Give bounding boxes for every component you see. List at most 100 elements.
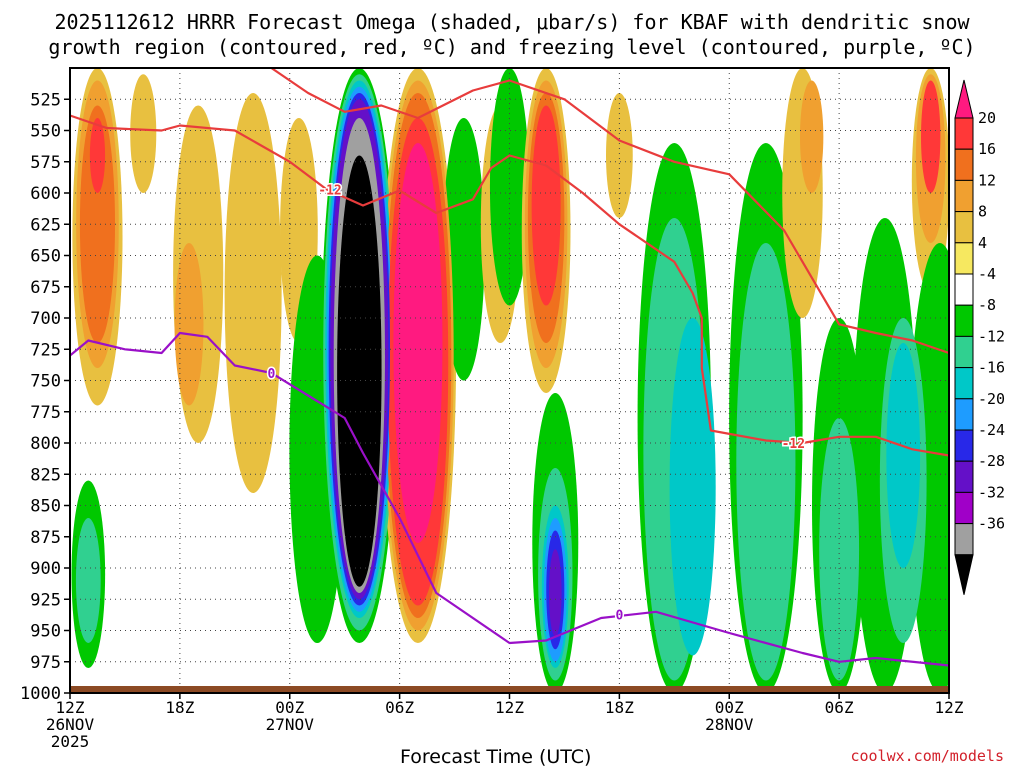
contour-label: 0: [615, 608, 623, 623]
contour-line: [70, 114, 949, 457]
omega-plume: [921, 80, 941, 193]
omega-shading: [71, 68, 949, 693]
omega-plume: [75, 518, 101, 643]
contour-line: [270, 68, 949, 355]
pressure-tick-label: 950: [30, 622, 61, 642]
pressure-tick-label: 1000: [20, 684, 61, 704]
colorbar-label: -32: [978, 483, 1005, 501]
time-tick-label: 2025: [51, 732, 90, 751]
colorbar-swatch: [954, 273, 974, 306]
omega-plume: [79, 105, 116, 343]
time-tick-label: 06Z: [385, 698, 414, 717]
omega-plume: [886, 343, 921, 568]
colorbar-swatch: [954, 179, 974, 213]
pressure-tick-label: 625: [30, 215, 61, 235]
pressure-tick-label: 725: [30, 340, 61, 360]
contour-labels: -12 -12 0 0: [266, 182, 807, 625]
pressure-tick-label: 975: [30, 653, 61, 673]
time-tick-label: 27NOV: [266, 715, 315, 734]
pressure-tick-label: 900: [30, 559, 61, 579]
grid-lines: [70, 68, 949, 693]
omega-plume: [736, 243, 796, 681]
pressure-tick-label: 850: [30, 497, 61, 517]
colorbar-swatch: [954, 117, 974, 150]
colorbar-label: -4: [978, 265, 996, 283]
omega-plume: [799, 80, 824, 193]
time-tick-label: 00Z: [275, 698, 304, 717]
colorbar-swatch: [954, 460, 974, 493]
omega-plume: [174, 243, 204, 406]
time-tick-label: 06Z: [825, 698, 854, 717]
time-tick-label: 12Z: [495, 698, 524, 717]
chart-title-line-2: growth region (contoured, red, ºC) and f…: [48, 35, 976, 59]
chart-title-line-1: 2025112612 HRRR Forecast Omega (shaded, …: [54, 10, 970, 34]
colorbar-swatch: [954, 398, 974, 431]
time-tick-label: 12Z: [56, 698, 85, 717]
pressure-tick-label: 600: [30, 184, 61, 204]
colorbar-label: -12: [978, 327, 1005, 345]
colorbar-label: 16: [978, 140, 996, 158]
colorbar-label: -16: [978, 359, 1005, 377]
terrain-bar: [70, 686, 949, 693]
temperature-contours: [70, 68, 949, 667]
colorbar-swatch: [954, 491, 974, 525]
pressure-tick-label: 525: [30, 90, 61, 110]
omega-plume: [337, 155, 382, 587]
pressure-tick-label: 575: [30, 153, 61, 173]
omega-plume: [531, 105, 561, 306]
pressure-tick-label: 675: [30, 278, 61, 298]
time-tick-label: 28NOV: [705, 715, 754, 734]
contour-line: [70, 331, 949, 667]
omega-plume: [669, 318, 716, 656]
colorbar-swatch: [954, 148, 974, 181]
contour-label: -12: [782, 437, 805, 452]
pressure-tick-label: 800: [30, 434, 61, 454]
omega-plume: [606, 93, 633, 218]
colorbar-label: -20: [978, 390, 1005, 408]
colorbar-label: -28: [978, 452, 1005, 470]
colorbar-bottom-arrow: [954, 554, 974, 595]
colorbar-label: -36: [978, 515, 1005, 533]
omega-plume: [819, 418, 860, 681]
colorbar-label: -24: [978, 421, 1005, 439]
omega-plume: [489, 68, 530, 306]
contour-label: -12: [318, 183, 341, 198]
colorbar-top-arrow: [954, 79, 974, 119]
colorbar-label: 12: [978, 171, 996, 189]
pressure-axis: 525 550 575 600 625 650 675 700 725 750 775 800 825 8…: [20, 90, 70, 704]
colorbar-swatch: [954, 429, 974, 462]
colorbar-swatch: [954, 304, 974, 337]
colorbar: 20 16 12 8 4 -4 -8 -12 -16 -20 -24 -28 -32 -36: [954, 79, 1005, 595]
time-tick-label: 18Z: [605, 698, 634, 717]
colorbar-swatch: [954, 242, 974, 275]
omega-plume: [548, 549, 562, 637]
omega-plume: [130, 74, 157, 193]
x-axis-title: Forecast Time (UTC): [400, 746, 592, 768]
pressure-tick-label: 825: [30, 465, 61, 485]
pressure-tick-label: 550: [30, 122, 61, 142]
time-tick-label: 12Z: [935, 698, 964, 717]
pressure-tick-label: 750: [30, 372, 61, 392]
time-tick-label: 26NOV: [46, 715, 95, 734]
colorbar-label: -8: [978, 296, 996, 314]
omega-plume: [89, 118, 106, 193]
colorbar-label: 4: [978, 234, 987, 252]
colorbar-label: 8: [978, 203, 987, 221]
colorbar-swatch: [954, 335, 974, 369]
pressure-tick-label: 700: [30, 309, 61, 329]
pressure-tick-label: 875: [30, 528, 61, 548]
pressure-tick-label: 925: [30, 590, 61, 610]
site-credit[interactable]: coolwx.com/models: [850, 747, 1004, 765]
omega-plume: [224, 93, 282, 493]
colorbar-swatch: [954, 211, 974, 244]
colorbar-swatch: [954, 367, 974, 400]
pressure-tick-label: 775: [30, 403, 61, 423]
colorbar-label: 20: [978, 109, 996, 127]
colorbar-swatch: [954, 523, 974, 556]
time-tick-label: 18Z: [165, 698, 194, 717]
time-tick-label: 00Z: [715, 698, 744, 717]
pressure-tick-label: 650: [30, 247, 61, 267]
contour-label: 0: [268, 367, 276, 382]
